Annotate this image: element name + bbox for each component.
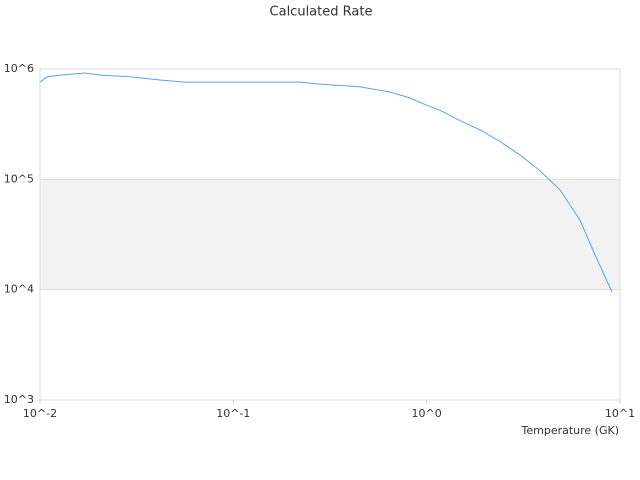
y-tick-label: 10^6 <box>4 62 34 75</box>
y-tick-label: 10^5 <box>4 172 34 185</box>
y-tick-label: 10^4 <box>4 283 34 296</box>
x-tick-label: 10^-2 <box>23 407 57 420</box>
grid-band <box>40 179 620 290</box>
series-line <box>39 72 613 293</box>
chart-title: Calculated Rate <box>270 5 373 20</box>
y-tick-label: 10^3 <box>4 393 34 406</box>
x-axis-label: Temperature (GK) <box>521 424 620 437</box>
x-tick-label: 10^0 <box>412 407 442 420</box>
x-tick-label: 10^-1 <box>216 407 250 420</box>
x-tick-label: 10^1 <box>605 407 635 420</box>
